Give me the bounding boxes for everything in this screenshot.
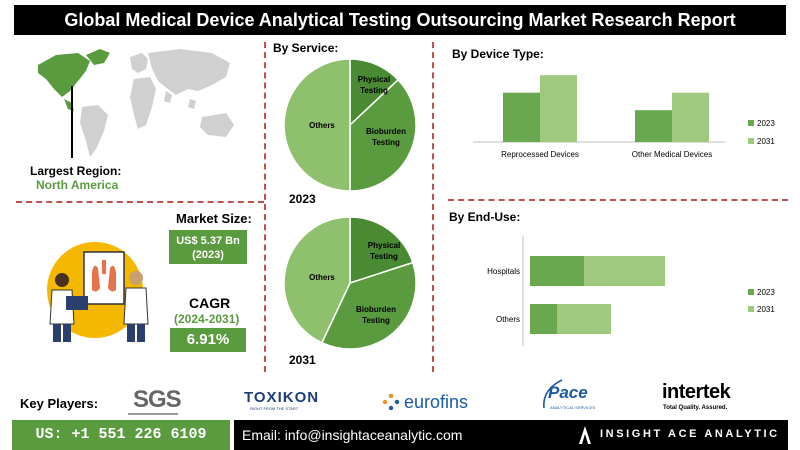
bar-2031-reprocessed-devices xyxy=(540,75,577,142)
logo-eurofins-text: eurofins xyxy=(404,392,469,412)
logo-sgs-text: SGS xyxy=(133,386,182,413)
pie-label-physical-testing: Physical Testing xyxy=(358,75,390,95)
bar-2023-reprocessed-devices xyxy=(503,92,540,142)
largest-region-label: Largest Region: xyxy=(30,164,122,178)
divider-right-h xyxy=(448,199,788,201)
pie-label-bioburden-testing: Bioburden Testing xyxy=(366,127,406,147)
cagr-period: (2024-2031) xyxy=(174,312,240,326)
legend-swatch-2031 xyxy=(748,138,754,144)
cagr-label: CAGR xyxy=(189,295,231,311)
logo-eurofins: eurofins xyxy=(382,392,477,414)
market-size-label: Market Size: xyxy=(176,211,252,226)
pie-label-physical-testing: Physical Testing xyxy=(368,241,400,261)
legend-label-2023: 2023 xyxy=(757,119,775,128)
pie-slice-bioburden-testing xyxy=(349,78,417,192)
logo-toxikon: TOXIKON RIGHT FROM THE START xyxy=(244,389,320,415)
legend-swatch-2031 xyxy=(748,306,754,312)
service-year-2031: 2031 xyxy=(289,353,316,367)
logo-intertek: intertek Total Quality. Assured. xyxy=(662,381,746,415)
pace-swoosh-icon xyxy=(543,379,563,409)
logo-toxikon-text: TOXIKON xyxy=(244,389,320,406)
cagr-value-box: 6.91% xyxy=(170,328,246,352)
logo-toxikon-tag: RIGHT FROM THE START xyxy=(250,406,299,411)
page-title: Global Medical Device Analytical Testing… xyxy=(14,5,786,35)
market-size-value: US$ 5.37 Bn xyxy=(176,235,240,247)
pie-slice-physical-testing xyxy=(349,216,414,285)
phone-bar: US: +1 551 226 6109 xyxy=(12,420,230,450)
service-year-2023: 2023 xyxy=(289,192,316,206)
category-label: Reprocessed Devices xyxy=(501,150,579,159)
bar-2023-other-medical-devices xyxy=(635,110,672,142)
divider-right xyxy=(432,42,434,372)
pie-slice-others xyxy=(283,58,351,192)
category-label: Others xyxy=(496,315,520,324)
device-type-chart: Reprocessed Devices Other Medical Devices… xyxy=(473,75,775,159)
logo-intertek-tag: Total Quality. Assured. xyxy=(663,405,728,411)
legend-label-2031: 2031 xyxy=(757,305,775,314)
largest-region-value: North America xyxy=(36,178,119,192)
eurofins-dots-icon xyxy=(382,393,400,411)
bar-2023-hospitals xyxy=(530,256,584,286)
service-pie-2023: Physical Testing Bioburden Testing Others xyxy=(283,58,417,192)
contact-bar: Email: info@insightaceanalytic.com INSIG… xyxy=(234,420,788,450)
logo-pace: Pace ANALYTICAL SERVICES xyxy=(540,378,600,414)
market-size-box: US$ 5.37 Bn (2023) xyxy=(169,230,247,264)
email-address[interactable]: Email: info@insightaceanalytic.com xyxy=(242,427,463,443)
pie-label-others: Others xyxy=(309,273,335,282)
bar-2031-hospitals xyxy=(584,256,665,286)
region-pointer-line xyxy=(71,86,73,158)
legend-label-2023: 2023 xyxy=(757,288,775,297)
end-use-chart: Hospitals Others 2023 2031 xyxy=(487,236,775,346)
logo-pace-text: Pace xyxy=(548,383,588,402)
legend-label-2031: 2031 xyxy=(757,137,775,146)
medical-illustration xyxy=(47,242,149,342)
divider-left xyxy=(264,42,266,372)
pie-slice-bioburden-testing xyxy=(320,261,417,350)
category-label: Hospitals xyxy=(487,267,520,276)
legend-swatch-2023 xyxy=(748,289,754,295)
insight-ace-logo-icon xyxy=(579,426,591,444)
phone-number[interactable]: US: +1 551 226 6109 xyxy=(35,426,207,443)
logo-pace-tag: ANALYTICAL SERVICES xyxy=(550,405,596,410)
category-label: Other Medical Devices xyxy=(632,150,712,159)
service-pie-2031: Physical Testing Bioburden Testing Others xyxy=(283,216,417,350)
bar-2031-other-medical-devices xyxy=(672,92,709,142)
service-title: By Service: xyxy=(273,41,339,55)
brand-name: INSIGHT ACE ANALYTIC xyxy=(600,428,780,440)
legend-swatch-2023 xyxy=(748,120,754,126)
bar-2031-others xyxy=(557,304,611,334)
divider-left-h xyxy=(16,201,264,203)
device-type-title: By Device Type: xyxy=(452,47,544,61)
key-players-label: Key Players: xyxy=(20,396,99,411)
logo-intertek-text: intertek xyxy=(662,381,731,403)
market-size-year: (2023) xyxy=(192,249,224,261)
cagr-value: 6.91% xyxy=(186,331,230,348)
pie-slice-others xyxy=(283,216,351,344)
pie-label-others: Others xyxy=(309,121,335,130)
bar-2023-others xyxy=(530,304,557,334)
pie-label-bioburden-testing: Bioburden Testing xyxy=(356,305,396,325)
world-map xyxy=(38,49,234,157)
end-use-title: By End-Use: xyxy=(449,210,521,224)
logo-sgs: SGS xyxy=(128,384,182,416)
